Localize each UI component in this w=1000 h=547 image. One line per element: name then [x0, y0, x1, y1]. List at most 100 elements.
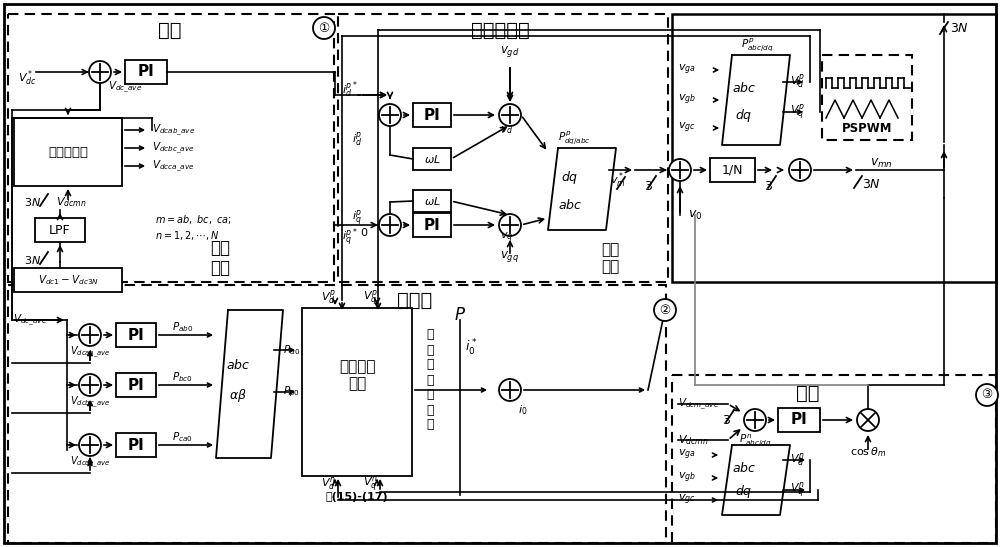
Text: LPF: LPF: [49, 224, 71, 236]
Text: PI: PI: [128, 438, 144, 452]
Polygon shape: [216, 310, 283, 458]
Text: $V_q^p$: $V_q^p$: [363, 288, 377, 308]
Text: PSPWM: PSPWM: [842, 121, 892, 135]
Text: $V_{dcmn}$: $V_{dcmn}$: [56, 195, 87, 209]
Text: $abc$: $abc$: [732, 461, 756, 475]
Text: $v_{gd}$: $v_{gd}$: [500, 44, 520, 60]
Text: $v_0$: $v_0$: [688, 208, 702, 222]
Text: $3$: $3$: [722, 414, 730, 427]
Bar: [710, 158, 755, 182]
Text: $dq$: $dq$: [735, 107, 753, 124]
Text: $P_{ab0}$: $P_{ab0}$: [172, 320, 193, 334]
Text: PI: PI: [128, 377, 144, 393]
Text: 1/N: 1/N: [721, 164, 743, 177]
Text: 电流控制器: 电流控制器: [471, 20, 529, 39]
Text: $dq$: $dq$: [561, 170, 579, 187]
Text: $P_{abc/dq}^n$: $P_{abc/dq}^n$: [739, 432, 771, 448]
Bar: [338, 14, 668, 282]
Text: $v_{mn}$: $v_{mn}$: [870, 156, 893, 170]
Circle shape: [79, 374, 101, 396]
Circle shape: [976, 384, 998, 406]
Text: $3N$: $3N$: [950, 21, 969, 34]
Text: $V_{dcca\_ave}$: $V_{dcca\_ave}$: [152, 159, 195, 173]
Text: $V_{dcab\_ave}$: $V_{dcab\_ave}$: [152, 123, 195, 138]
Circle shape: [789, 159, 811, 181]
Text: 式(15)-(17): 式(15)-(17): [326, 492, 388, 502]
Text: $abc$: $abc$: [732, 81, 756, 95]
Text: $v_{gc}$: $v_{gc}$: [678, 121, 696, 135]
Text: $abc$: $abc$: [558, 198, 582, 212]
Text: $i_q^p$: $i_q^p$: [352, 208, 362, 228]
Circle shape: [79, 324, 101, 346]
Text: $v_{gb}$: $v_{gb}$: [678, 93, 696, 107]
Text: $V_{dcbc\_ave}$: $V_{dcbc\_ave}$: [70, 394, 110, 410]
Circle shape: [744, 409, 766, 431]
Text: 首层: 首层: [158, 20, 182, 39]
Text: 零: 零: [426, 374, 434, 387]
Bar: [413, 190, 451, 212]
Polygon shape: [722, 55, 790, 145]
Text: $i_0$: $i_0$: [518, 403, 527, 417]
Circle shape: [499, 214, 521, 236]
Text: PI: PI: [424, 218, 440, 232]
Text: $i_q^{p*}$: $i_q^{p*}$: [342, 227, 358, 249]
Bar: [413, 103, 451, 127]
Text: $V_d^n$: $V_d^n$: [321, 475, 335, 492]
Text: ②: ②: [659, 304, 671, 317]
Text: 入: 入: [426, 344, 434, 357]
Polygon shape: [722, 445, 790, 515]
Text: $3$: $3$: [764, 179, 772, 193]
Text: 电: 电: [426, 404, 434, 416]
Bar: [302, 308, 412, 476]
Text: $P_{ca0}$: $P_{ca0}$: [172, 430, 193, 444]
Text: $v_{gq}$: $v_{gq}$: [500, 248, 520, 264]
Text: $\omega L$: $\omega L$: [424, 153, 440, 165]
Text: $3N$: $3N$: [862, 178, 881, 191]
Text: $v_m^*$: $v_m^*$: [610, 170, 626, 190]
Text: $V_{dcm\_ave}$: $V_{dcm\_ave}$: [678, 397, 719, 411]
Bar: [35, 218, 85, 242]
Circle shape: [654, 299, 676, 321]
Bar: [116, 323, 156, 347]
Text: 流: 流: [426, 418, 434, 432]
Text: $V_d^p$: $V_d^p$: [790, 73, 805, 91]
Text: $V_{dc\_ave}$: $V_{dc\_ave}$: [13, 312, 47, 328]
Circle shape: [379, 104, 401, 126]
Text: PI: PI: [128, 328, 144, 342]
Text: 底层: 底层: [796, 383, 820, 403]
Text: $P_{bc0}$: $P_{bc0}$: [172, 370, 193, 384]
Text: 的: 的: [426, 358, 434, 371]
Circle shape: [499, 104, 521, 126]
Text: $3N$: $3N$: [24, 196, 41, 208]
Text: ①: ①: [318, 21, 330, 34]
Text: $P_{\beta0}$: $P_{\beta0}$: [283, 385, 300, 399]
Circle shape: [669, 159, 691, 181]
Text: 数据
处理: 数据 处理: [210, 238, 230, 277]
Text: PI: PI: [791, 412, 807, 428]
Circle shape: [79, 434, 101, 456]
Text: $v_d$: $v_d$: [500, 124, 514, 136]
Bar: [8, 285, 666, 543]
Text: PI: PI: [424, 108, 440, 123]
Text: $V_{dc}^*$: $V_{dc}^*$: [18, 68, 37, 88]
Text: $m=ab,\ bc,\ ca;$: $m=ab,\ bc,\ ca;$: [155, 213, 232, 226]
Text: $P$: $P$: [454, 306, 466, 324]
Text: $V_q^n$: $V_q^n$: [363, 474, 377, 494]
Bar: [822, 55, 912, 140]
Text: $P_{abc/dq}^p$: $P_{abc/dq}^p$: [741, 37, 773, 54]
Text: $n=1,2,\cdots,N$: $n=1,2,\cdots,N$: [155, 229, 219, 241]
Text: $v_{gc}$: $v_{gc}$: [678, 493, 696, 507]
Circle shape: [857, 409, 879, 431]
Text: 中间层: 中间层: [397, 290, 433, 310]
Text: $P_{\alpha0}$: $P_{\alpha0}$: [283, 343, 300, 357]
Text: $V_d^n$: $V_d^n$: [790, 451, 805, 468]
Text: $V_{dcab\_ave}$: $V_{dcab\_ave}$: [70, 345, 110, 359]
Text: 注: 注: [426, 329, 434, 341]
Text: 序: 序: [426, 388, 434, 401]
Bar: [778, 408, 820, 432]
Text: $v_q$: $v_q$: [500, 231, 513, 245]
Text: PI: PI: [138, 65, 154, 79]
Circle shape: [379, 214, 401, 236]
Text: 平均值计算: 平均值计算: [48, 146, 88, 159]
Bar: [413, 213, 451, 237]
